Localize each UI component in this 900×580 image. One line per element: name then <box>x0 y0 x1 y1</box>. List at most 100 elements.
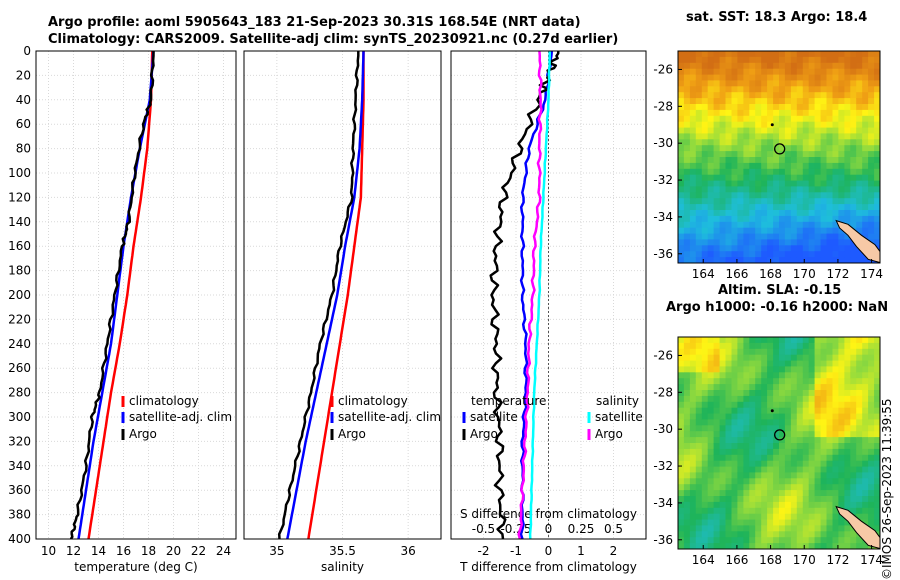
legend-diff-sal-heading: salinity <box>596 394 639 408</box>
x-axis-label: T difference from climatology <box>459 560 637 574</box>
y-tick-label: 280 <box>8 386 31 400</box>
sla-map-islet <box>770 409 774 413</box>
x-tick-label: 2 <box>610 544 618 558</box>
map-y-tick-label: -34 <box>653 210 673 224</box>
series-temp-argo <box>69 51 155 540</box>
legend-temp: climatology satellite-adj. clim Argo <box>121 394 232 441</box>
panel-difference: -2 -1 0 1 2 T difference from climatology S di… <box>451 50 646 574</box>
sal-argo-line <box>277 51 360 540</box>
panel-temperature: 0 20 40 60 80 100 120 140 160 180 200 220 240 260 280 3… <box>8 44 236 574</box>
sla-map-profile-marker <box>774 429 786 441</box>
sst-map-field <box>678 51 880 263</box>
series-sal-climatology <box>307 51 365 540</box>
dT-satellite-line <box>519 50 554 540</box>
series-dT-satellite <box>519 50 554 540</box>
series-sal-argo <box>277 51 360 540</box>
secondary-tick-label: 0.5 <box>604 522 623 536</box>
x-tick-label: -1 <box>510 544 522 558</box>
y-tick-label: 240 <box>8 337 31 351</box>
map-x-tick-label: 164 <box>692 553 715 567</box>
legend-sal: climatology satellite-adj. clim Argo <box>330 394 441 441</box>
legend-temp-argo-label: Argo <box>129 427 157 441</box>
figure-title-line2: Climatology: CARS2009. Satellite-adj cli… <box>48 32 619 47</box>
y-tick-label: 380 <box>8 508 31 522</box>
sla-map-title-line1: Altim. SLA: -0.15 <box>718 283 842 298</box>
panel-frame <box>243 50 442 540</box>
map-x-tick-label: 174 <box>860 267 883 281</box>
series-temp-climatology <box>87 50 154 540</box>
y-tick-label: 340 <box>8 459 31 473</box>
map-x-tick-label: 170 <box>793 267 816 281</box>
map-x-tick-label: 166 <box>725 267 748 281</box>
panel-frame <box>450 50 647 540</box>
x-tick-label: 10 <box>41 544 56 558</box>
x-tick-label: 20 <box>166 544 181 558</box>
x-tick-label: 22 <box>191 544 206 558</box>
temp-argo-line <box>69 51 155 540</box>
y-tick-label: 400 <box>8 532 31 546</box>
sst-map-profile-marker <box>774 143 786 155</box>
map-x-tick-label: 166 <box>725 553 748 567</box>
map-y-tick-label: -30 <box>653 422 673 436</box>
x-tick-label: 0 <box>545 544 553 558</box>
map-x-tick-label: 172 <box>826 267 849 281</box>
legend-temp-sat-label: satellite-adj. clim <box>129 410 232 424</box>
legend-temp-clim-label: climatology <box>129 394 199 408</box>
y-tick-label: 360 <box>8 483 31 497</box>
y-tick-label: 220 <box>8 312 31 326</box>
temp-climatology-line <box>87 50 154 540</box>
legend-sal-clim-label: climatology <box>338 394 408 408</box>
x-tick-label: 12 <box>66 544 81 558</box>
x-axis-label: salinity <box>321 560 364 574</box>
x-tick-label: 18 <box>141 544 156 558</box>
x-tick-label: 14 <box>91 544 106 558</box>
secondary-tick-label: 0.25 <box>568 522 595 536</box>
series-sal-satellite <box>286 50 365 540</box>
y-tick-label: 100 <box>8 166 31 180</box>
map-x-tick-label: 164 <box>692 267 715 281</box>
legend-sal-sat-label: satellite-adj. clim <box>338 410 441 424</box>
sal-satellite-line <box>286 50 365 540</box>
legend-sal-argo-label: Argo <box>338 427 366 441</box>
x-tick-label: 35 <box>269 544 284 558</box>
map-x-tick-label: 168 <box>759 267 782 281</box>
y-tick-label: 60 <box>16 117 31 131</box>
legend-diff-sal-sat-label: satellite <box>595 410 643 424</box>
x-tick-label: 35.5 <box>329 544 356 558</box>
map-y-tick-label: -26 <box>653 62 673 76</box>
y-tick-label: 160 <box>8 239 31 253</box>
series-dS-argo <box>517 50 543 540</box>
sst-map-coastline <box>835 219 880 263</box>
map-x-tick-label: 170 <box>793 553 816 567</box>
map-x-tick-label: 172 <box>826 553 849 567</box>
panel-frame <box>35 50 237 540</box>
x-tick-label: 1 <box>577 544 585 558</box>
panel-salinity: 35 35.5 36 salinity <box>244 50 441 574</box>
sal-climatology-line <box>307 51 365 540</box>
map-y-tick-label: -36 <box>653 247 673 261</box>
secondary-tick-label: -0.25 <box>500 522 531 536</box>
map-y-tick-label: -32 <box>653 173 673 187</box>
map-y-tick-label: -30 <box>653 136 673 150</box>
map-x-tick-label: 174 <box>860 553 883 567</box>
secondary-tick-label: 0 <box>545 522 553 536</box>
legend-diff-temp-sat-label: satellite <box>470 410 518 424</box>
panel-layer: 0204060801001201401601802002202402602803… <box>8 44 647 574</box>
series-dS-satellite <box>528 50 552 540</box>
y-tick-label: 140 <box>8 215 31 229</box>
legend-diff: temperature satellite Argo salinity satellit… <box>462 394 643 441</box>
secondary-tick-label: -0.5 <box>472 522 495 536</box>
figure-title-line1: Argo profile: aoml 5905643_183 21-Sep-20… <box>48 15 581 30</box>
sla-map-title-line2: Argo h1000: -0.16 h2000: NaN <box>666 300 889 315</box>
x-tick-label: 16 <box>116 544 131 558</box>
map-y-tick-label: -28 <box>653 99 673 113</box>
sst-map-islet <box>770 123 774 127</box>
x-axis-label: temperature (deg C) <box>74 560 197 574</box>
sla-map-coastline <box>835 505 880 549</box>
dS-satellite-line <box>528 50 552 540</box>
y-tick-label: 40 <box>16 93 31 107</box>
y-tick-label: 200 <box>8 288 31 302</box>
legend-diff-sal-argo-label: Argo <box>595 427 623 441</box>
map-y-tick-label: -26 <box>653 348 673 362</box>
